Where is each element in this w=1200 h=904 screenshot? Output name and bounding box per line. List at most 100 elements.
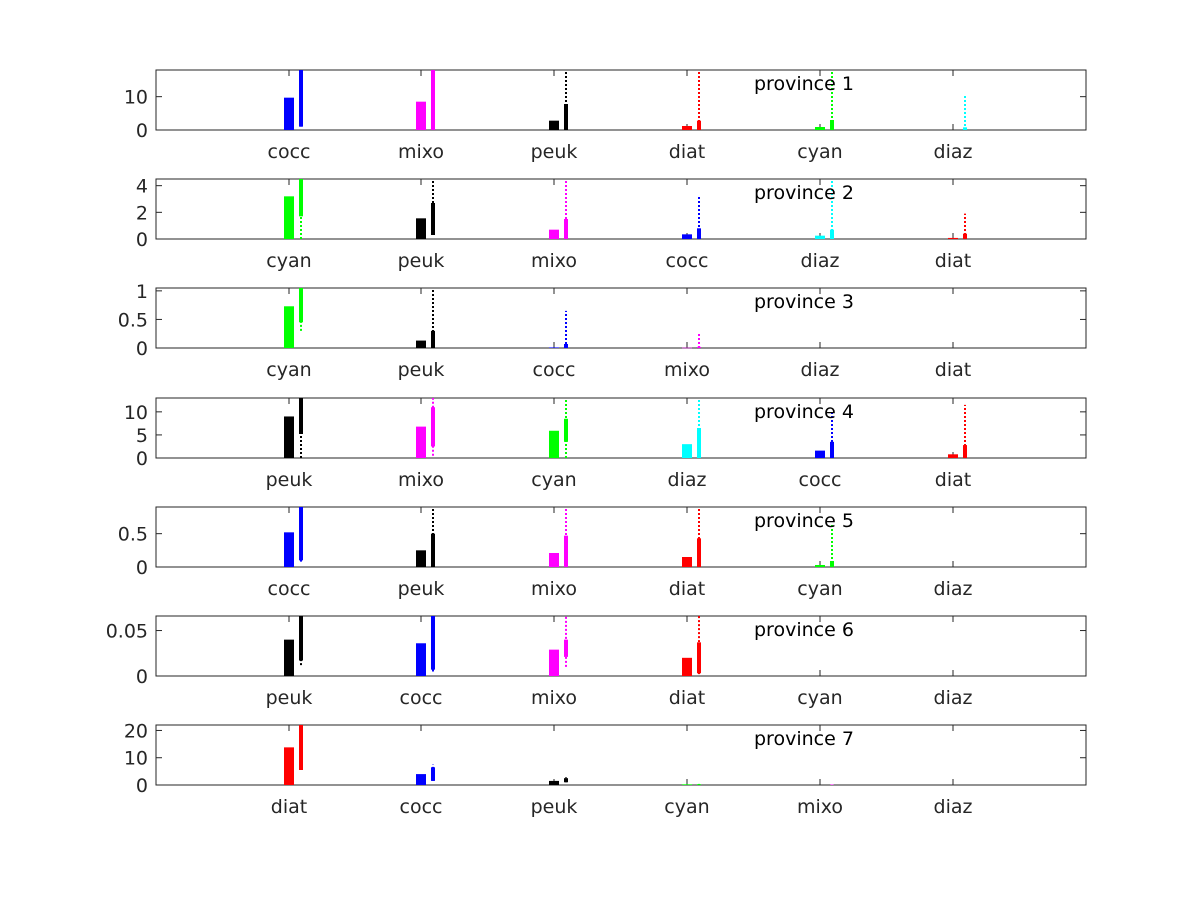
y-tick-label: 20 <box>124 720 148 742</box>
bar-mixo <box>549 649 559 676</box>
y-tick-label: 0 <box>136 666 148 688</box>
bar-peuk <box>416 218 426 239</box>
x-tick-label: diat <box>935 469 971 491</box>
x-tick-label: diat <box>669 141 705 163</box>
x-tick-label: cocc <box>268 578 311 600</box>
bar-peuk <box>416 550 426 567</box>
x-tick-label: peuk <box>398 250 445 272</box>
bar-diat <box>948 237 958 239</box>
x-tick-label: diat <box>935 250 971 272</box>
bar-diat <box>284 747 294 785</box>
x-tick-label: peuk <box>531 796 578 818</box>
y-tick-label: 0 <box>136 338 148 360</box>
bar-diat <box>682 557 692 567</box>
x-tick-label: cyan <box>531 469 576 491</box>
x-tick-label: diat <box>935 359 971 381</box>
y-tick-label: 0 <box>136 448 148 470</box>
y-tick-label: 5 <box>136 425 148 447</box>
x-tick-label: peuk <box>266 687 313 709</box>
x-tick-label: mixo <box>664 359 710 381</box>
y-tick-label: 0.5 <box>118 309 148 331</box>
bar-cocc <box>284 532 294 567</box>
bar-cyan <box>815 127 825 130</box>
y-tick-label: 0 <box>136 120 148 142</box>
y-tick-label: 10 <box>124 402 148 424</box>
subplot-province-5: 0 0.5 cocc peuk mixo diat cyan diaz province 5 <box>118 506 1087 600</box>
x-tick-label: cocc <box>400 796 443 818</box>
bar-diaz <box>815 235 825 239</box>
bar-diat <box>948 454 958 458</box>
bar-mixo <box>416 426 426 458</box>
axes-box <box>155 397 1087 459</box>
subplot-province-7: 0 10 20 diat cocc peuk cyan mixo diaz province 7 <box>124 720 1087 818</box>
bar-mixo <box>682 347 692 349</box>
bar-cocc <box>682 234 692 239</box>
x-tick-label: cyan <box>797 141 842 163</box>
x-tick-label: mixo <box>531 578 577 600</box>
bar-diaz <box>682 444 692 458</box>
x-tick-label: diaz <box>934 796 973 818</box>
y-tick-label: 2 <box>136 202 148 224</box>
x-tick-label: peuk <box>266 469 313 491</box>
bar-cyan <box>815 565 825 567</box>
axes-box <box>155 506 1087 568</box>
subplot-province-2: 0 2 4 cyan peuk mixo cocc diaz diat province 2 <box>136 176 1087 272</box>
x-tick-label: cyan <box>797 578 842 600</box>
y-tick-label: 0 <box>136 557 148 579</box>
x-tick-label: diat <box>669 578 705 600</box>
subplot-title: province 5 <box>754 510 854 532</box>
y-tick-label: 10 <box>124 748 148 770</box>
x-tick-label: cocc <box>268 141 311 163</box>
axes-box <box>155 69 1087 131</box>
subplot-title: province 2 <box>754 182 854 204</box>
x-tick-label: mixo <box>797 796 843 818</box>
x-tick-label: cocc <box>533 359 576 381</box>
x-tick-label: cocc <box>666 250 709 272</box>
bar-cocc <box>416 643 426 676</box>
x-tick-label: cyan <box>664 796 709 818</box>
x-tick-label: cyan <box>266 359 311 381</box>
subplot-title: province 1 <box>754 73 854 95</box>
subplot-province-6: 0 0.05 peuk cocc mixo diat cyan diaz province 6 <box>106 615 1087 709</box>
axes-box <box>155 724 1087 786</box>
bar-cyan <box>284 306 294 348</box>
x-tick-label: diat <box>271 796 307 818</box>
subplot-title: province 3 <box>754 291 854 313</box>
bar-cocc <box>815 450 825 458</box>
bar-cyan <box>682 784 692 785</box>
bar-cocc <box>284 97 294 130</box>
x-tick-label: mixo <box>398 141 444 163</box>
x-tick-label: diaz <box>801 250 840 272</box>
subplot-title: province 6 <box>754 619 854 641</box>
x-tick-label: diaz <box>934 578 973 600</box>
x-tick-label: diaz <box>801 359 840 381</box>
bar-mixo <box>549 229 559 239</box>
x-tick-label: cocc <box>799 469 842 491</box>
bar-cyan <box>549 430 559 458</box>
bar-cocc <box>549 347 559 348</box>
x-tick-label: peuk <box>398 359 445 381</box>
x-tick-label: mixo <box>531 250 577 272</box>
x-tick-label: peuk <box>398 578 445 600</box>
axes-box <box>155 615 1087 677</box>
subplot-province-1: 0 10 cocc mixo peuk diat cyan diaz province 1 <box>124 69 1087 163</box>
subplot-title: province 4 <box>754 401 854 423</box>
x-tick-label: mixo <box>531 687 577 709</box>
bar-peuk <box>416 340 426 348</box>
bar-peuk <box>549 780 559 785</box>
y-tick-label: 1 <box>136 281 148 303</box>
bar-mixo <box>549 553 559 567</box>
x-tick-label: cocc <box>400 687 443 709</box>
bar-diat <box>682 657 692 676</box>
bar-peuk <box>284 639 294 676</box>
subplot-province-3: 0 0.5 1 cyan peuk cocc mixo diaz diat province 3 <box>118 281 1087 381</box>
x-tick-label: cyan <box>797 687 842 709</box>
axes-box <box>155 178 1087 240</box>
x-tick-label: mixo <box>398 469 444 491</box>
axes-box <box>155 287 1087 349</box>
y-tick-label: 10 <box>124 87 148 109</box>
subplot-title: province 7 <box>754 728 854 750</box>
